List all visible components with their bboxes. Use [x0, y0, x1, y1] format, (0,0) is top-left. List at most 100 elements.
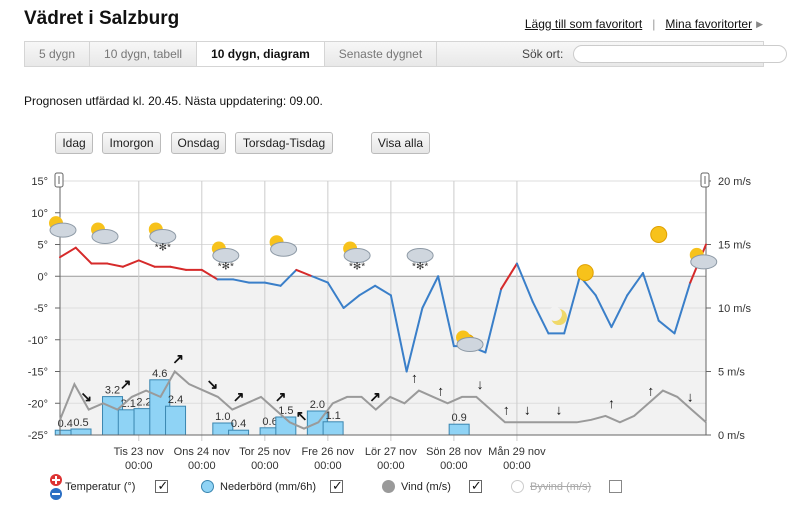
wind-checkbox[interactable] — [468, 478, 482, 494]
x-day-label: Tis 23 nov — [114, 446, 165, 458]
temperature-segment — [389, 294, 408, 373]
x-day-label: Fre 26 nov — [302, 446, 355, 458]
snow-partly-cloudy-icon: *✻* — [211, 241, 240, 273]
temperature-segment — [200, 268, 219, 281]
temperature-segment — [342, 294, 361, 309]
legend-temperature-label: Temperatur (°) — [65, 480, 136, 493]
precip-bar — [165, 405, 187, 436]
wind-arrow-icon: ↓ — [477, 376, 484, 392]
snowflake-icon: *✻* — [412, 262, 428, 273]
y-left-tick-label: 15° — [31, 176, 48, 188]
wind-arrow-icon: ↗ — [275, 389, 287, 405]
wind-arrow-icon: ↘ — [206, 376, 218, 392]
add-favorite-link[interactable]: Lägg till som favoritort — [524, 17, 643, 31]
temperature-segment — [673, 281, 692, 335]
my-favorites-link[interactable]: Mina favoritorter — [665, 17, 753, 31]
link-separator: | — [652, 17, 656, 31]
temperature-segment — [500, 262, 518, 290]
precip-label: 2.1 — [121, 398, 136, 410]
snow-partly-cloudy-icon: *✻* — [148, 222, 177, 254]
precip-checkbox[interactable] — [329, 478, 343, 494]
wind-arrow-icon: ↗ — [233, 389, 245, 405]
sun-shape — [576, 264, 594, 282]
legend-gust-label: Byvind (m/s) — [530, 480, 592, 493]
temperature-segment — [641, 272, 660, 322]
plus-minus-icon[interactable] — [49, 474, 63, 502]
sun-cloud-icon — [456, 330, 484, 352]
view-tabs: 5 dygn 10 dygn, tabell 10 dygn, diagram … — [24, 41, 787, 67]
wind-arrow-icon: ↗ — [369, 389, 381, 405]
search-input[interactable] — [573, 45, 787, 63]
cloud-shape — [212, 248, 240, 264]
precip-label: 2.2 — [136, 397, 151, 409]
temperature-segment — [531, 300, 550, 335]
x-day-label: Ons 24 nov — [174, 446, 231, 458]
legend-temperature: Temperatur (°) — [65, 478, 169, 494]
temperature-segment — [59, 246, 77, 259]
precip-bar — [448, 423, 470, 436]
precip-bar — [228, 429, 250, 436]
forecast-note: Prognosen utfärdad kl. 20.45. Nästa uppd… — [24, 94, 323, 108]
y-left-tick-label: -5° — [34, 303, 48, 315]
moon-icon — [547, 307, 567, 326]
weather-icons: *✻* *✻* *✻* *✻* — [49, 216, 718, 352]
temperature-checkbox[interactable] — [155, 478, 169, 494]
wind-arrow-icon: ↖ — [296, 408, 308, 424]
cloud-shape — [149, 229, 177, 244]
moon-cut — [547, 307, 562, 322]
x-day-label: Sön 28 nov — [426, 446, 482, 458]
wind-arrow-icon: ↓ — [524, 401, 531, 417]
wind-arrow-icon: ↑ — [503, 401, 510, 417]
tab-5-dygn[interactable]: 5 dygn — [25, 42, 91, 66]
x-time-label: 00:00 — [125, 460, 153, 470]
snow-cloudy-icon: *✻* — [406, 248, 434, 273]
precip-label: 0.4 — [231, 418, 246, 430]
temperature-segment — [657, 319, 676, 335]
temperature-segment — [122, 259, 140, 268]
y-right-tick-label: 10 m/s — [718, 303, 752, 315]
tab-10-dygn-tabell[interactable]: 10 dygn, tabell — [90, 42, 198, 66]
gust-checkbox[interactable] — [609, 480, 623, 493]
range-button-visa-alla[interactable]: Visa alla — [371, 132, 430, 154]
temperature-segment — [263, 281, 282, 287]
precip-label: 1.1 — [325, 410, 340, 422]
x-time-label: 00:00 — [377, 460, 405, 470]
sun-icon — [576, 264, 594, 282]
precip-bar — [70, 428, 92, 436]
top-links: Lägg till som favoritort | Mina favorito… — [525, 17, 763, 31]
x-time-label: 00:00 — [314, 460, 342, 470]
snowflake-icon: *✻* — [349, 262, 365, 273]
cloud-shape — [91, 229, 119, 244]
x-day-label: Lör 27 nov — [365, 446, 417, 458]
temperature-segment — [594, 294, 613, 329]
precip-label: 0.4 — [58, 418, 73, 430]
x-time-label: 00:00 — [188, 460, 216, 470]
tab-10-dygn-diagram[interactable]: 10 dygn, diagram — [197, 42, 325, 66]
legend-wind: Vind (m/s) — [382, 478, 482, 494]
arrow-right-icon: ▶ — [756, 18, 763, 29]
legend-gust: Byvind (m/s) — [511, 480, 623, 493]
y-right-tick-label: 20 m/s — [718, 176, 752, 188]
range-button-torsdag-tisdag[interactable]: Torsdag-Tisdag — [235, 132, 333, 154]
range-button-idag[interactable]: Idag — [55, 132, 93, 154]
page-title: Vädret i Salzburg — [24, 8, 180, 29]
range-handles — [54, 172, 710, 188]
wind-arrow-icon: ↘ — [80, 389, 92, 405]
y-right-tick-label: 5 m/s — [718, 367, 745, 379]
partly-cloudy-icon — [269, 235, 298, 257]
sun-shape — [650, 226, 668, 243]
temperature-segment — [563, 275, 581, 335]
y-right-tick-label: 0 m/s — [718, 430, 745, 442]
tab-senaste-dygnet[interactable]: Senaste dygnet — [325, 42, 438, 66]
y-left-tick-label: 10° — [31, 208, 48, 220]
range-button-onsdag[interactable]: Onsdag — [171, 132, 226, 154]
range-buttons: Idag Imorgon Onsdag Torsdag-Tisdag Visa … — [0, 132, 797, 154]
range-button-imorgon[interactable]: Imorgon — [102, 132, 161, 154]
temperature-segment — [515, 262, 534, 303]
y-right-tick-label: 15 m/s — [718, 240, 752, 252]
wind-arrow-icon: ↓ — [555, 401, 562, 417]
cloud-shape — [270, 241, 298, 257]
y-left-tick-label: -25° — [28, 430, 48, 442]
wind-arrow-icon: ↑ — [608, 395, 615, 411]
cloud-shape — [406, 248, 434, 264]
